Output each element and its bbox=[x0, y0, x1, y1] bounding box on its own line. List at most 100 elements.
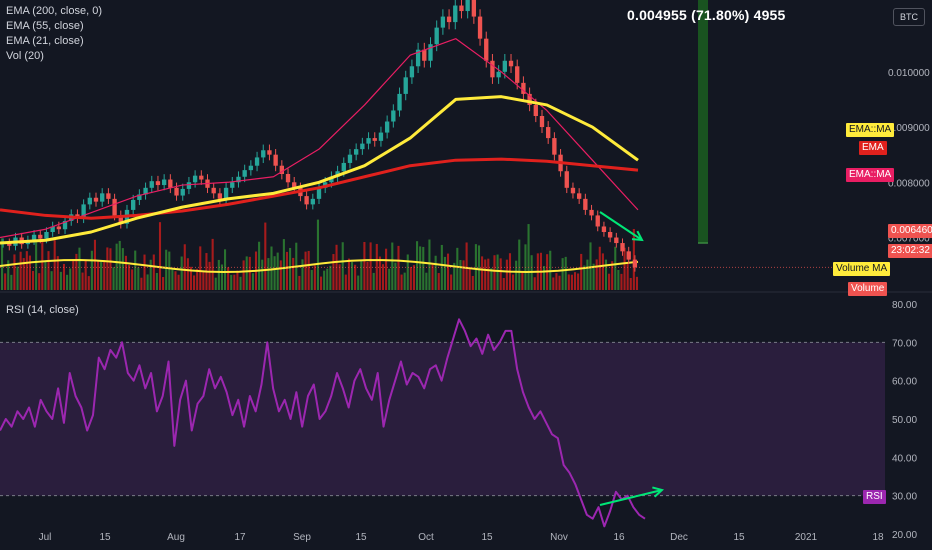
volume-bar bbox=[366, 261, 369, 290]
candle-body bbox=[378, 132, 384, 141]
volume-bar bbox=[261, 259, 264, 290]
volume-bar bbox=[97, 260, 100, 290]
candle-body bbox=[409, 66, 415, 78]
candle-body bbox=[248, 165, 254, 171]
volume-bar bbox=[561, 258, 564, 290]
volume-bar bbox=[177, 274, 180, 290]
volume-bar bbox=[223, 249, 227, 290]
ema21-line bbox=[0, 38, 639, 239]
legend-rsi[interactable]: RSI (14, close) bbox=[6, 304, 79, 316]
volume-bar bbox=[22, 258, 25, 290]
volume-bar bbox=[372, 272, 375, 290]
volume-bar bbox=[13, 254, 16, 290]
volume-bar bbox=[434, 255, 437, 290]
volume-bar bbox=[406, 254, 409, 290]
volume-bar bbox=[127, 265, 131, 290]
candle-body bbox=[527, 93, 532, 105]
volume-bar bbox=[617, 269, 620, 290]
volume-bar bbox=[264, 222, 267, 290]
legend: EMA (200, close, 0) EMA (55, close) EMA … bbox=[6, 4, 102, 64]
rsi-divergence-arrow bbox=[599, 489, 663, 506]
volume-bar bbox=[165, 249, 168, 290]
volume-bar bbox=[35, 240, 38, 290]
legend-ema21[interactable]: EMA (21, close) bbox=[6, 35, 84, 47]
measure-tool[interactable] bbox=[698, 0, 708, 244]
volume-bar bbox=[183, 244, 186, 290]
rsi-tick-label: 60.00 bbox=[892, 377, 917, 388]
volume-bar bbox=[363, 241, 366, 290]
volume-bar bbox=[391, 242, 394, 290]
time-tick-label: 18 bbox=[872, 532, 884, 543]
volume-bar bbox=[360, 259, 363, 290]
candle-body bbox=[459, 5, 464, 12]
volume-bar bbox=[202, 271, 205, 290]
volume-bar bbox=[242, 260, 245, 290]
volume-bar bbox=[505, 259, 508, 290]
candle-body bbox=[143, 187, 148, 195]
volume-ma-line bbox=[0, 259, 639, 274]
volume-bar bbox=[573, 272, 577, 290]
rsi-tick-label: 70.00 bbox=[892, 338, 917, 349]
tag-rsi: RSI bbox=[863, 490, 886, 504]
volume-bar bbox=[320, 276, 323, 290]
volume-bar bbox=[41, 239, 44, 290]
candle-body bbox=[38, 234, 43, 239]
volume-bar bbox=[66, 274, 69, 290]
volume-bar bbox=[236, 270, 239, 290]
volume-bar bbox=[611, 261, 614, 290]
legend-ema200[interactable]: EMA (200, close, 0) bbox=[6, 5, 102, 17]
legend-vol[interactable]: Vol (20) bbox=[6, 50, 44, 62]
volume-bar bbox=[304, 251, 307, 290]
symbol-badge[interactable]: BTC bbox=[893, 8, 925, 26]
candle-body bbox=[589, 209, 594, 216]
candle-body bbox=[62, 220, 68, 230]
candle-body bbox=[304, 196, 309, 205]
volume-bar bbox=[487, 258, 490, 290]
volume-bar bbox=[341, 242, 344, 290]
candle-body bbox=[137, 194, 142, 200]
candle-body bbox=[347, 154, 353, 163]
rsi-band-fill bbox=[0, 342, 885, 496]
volume-bar bbox=[270, 246, 273, 290]
candle-body bbox=[254, 157, 260, 166]
time-tick-label: 17 bbox=[234, 532, 246, 543]
volume-bar bbox=[227, 267, 230, 290]
volume-bar bbox=[189, 266, 193, 290]
volume-bar bbox=[208, 261, 211, 290]
candle-body bbox=[267, 150, 272, 155]
candle-body bbox=[56, 226, 62, 230]
time-tick-label: 15 bbox=[355, 532, 367, 543]
candle-body bbox=[44, 232, 49, 239]
volume-bar bbox=[211, 238, 214, 290]
volume-bar bbox=[515, 260, 518, 290]
candle-body bbox=[93, 197, 99, 202]
volume-bar bbox=[112, 267, 115, 290]
volume-bar bbox=[118, 240, 121, 290]
volume-bar bbox=[152, 254, 155, 290]
volume-bar bbox=[428, 239, 431, 290]
volume-bar bbox=[137, 267, 140, 290]
price-divergence-arrow bbox=[599, 211, 643, 241]
volume-bar bbox=[100, 260, 103, 290]
price-divergence-arrow-head bbox=[631, 230, 644, 242]
legend-ema55[interactable]: EMA (55, close) bbox=[6, 20, 84, 32]
divergence-arrows[interactable] bbox=[599, 211, 665, 506]
candle-body bbox=[199, 175, 204, 180]
volume-bar bbox=[220, 264, 223, 290]
ema55-line bbox=[0, 95, 639, 245]
volume-bar bbox=[78, 247, 81, 290]
volume-bar bbox=[629, 277, 632, 290]
volume-bar bbox=[400, 274, 403, 290]
volume-bar bbox=[115, 243, 118, 290]
tag-ema: EMA bbox=[859, 141, 887, 155]
candle-body bbox=[391, 110, 396, 122]
rsi-tick-label: 40.00 bbox=[892, 453, 917, 464]
volume-bar bbox=[564, 256, 567, 290]
price-tick-label: 0.010000 bbox=[888, 68, 930, 79]
volume-bar bbox=[499, 258, 502, 290]
candle-body bbox=[583, 198, 588, 210]
volume-bar bbox=[273, 256, 276, 290]
candle-body bbox=[546, 127, 551, 139]
candle-body bbox=[484, 38, 489, 61]
